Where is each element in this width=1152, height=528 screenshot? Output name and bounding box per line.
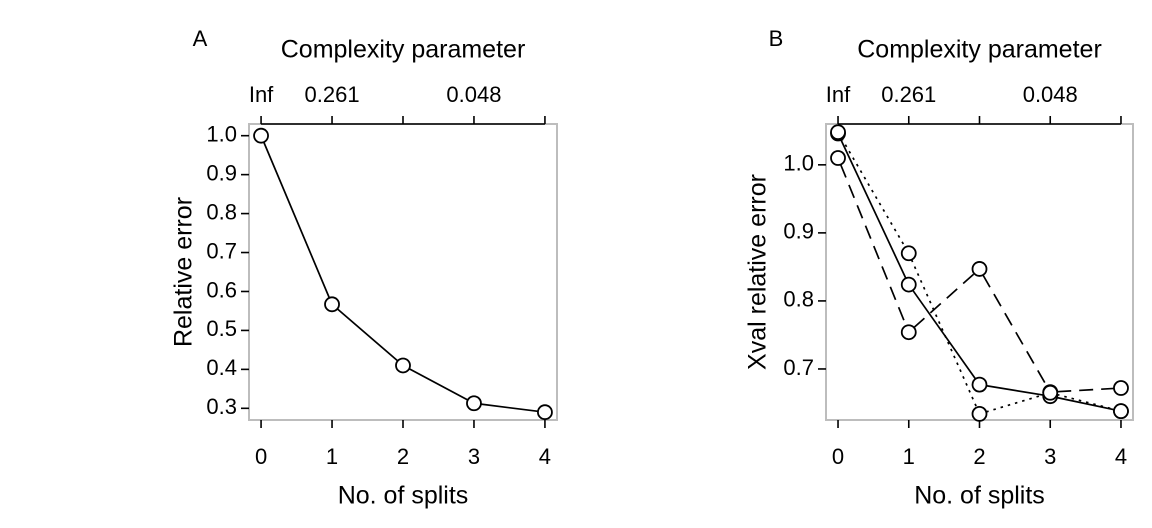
y-tick-label: 0.7 — [783, 355, 814, 380]
data-point — [537, 404, 553, 421]
top-axis-title: Complexity parameter — [857, 36, 1102, 64]
x-axis-title: No. of splits — [338, 482, 469, 510]
data-point — [830, 124, 846, 141]
top-tick-label: Inf — [826, 82, 851, 107]
series-dashed — [830, 150, 1129, 401]
y-tick-label: 0.7 — [206, 238, 237, 263]
data-point — [466, 395, 482, 412]
y-axis-title: Xval relative error — [744, 174, 772, 370]
data-point — [324, 296, 340, 313]
series-segment — [986, 384, 1044, 396]
y-tick-label: 0.5 — [206, 316, 237, 341]
data-point — [900, 245, 917, 262]
top-tick-label: 0.048 — [1023, 82, 1078, 107]
top-tick-label: 0.048 — [446, 82, 501, 107]
x-tick-label: 0 — [832, 444, 844, 469]
chart-panel-a: A Inf 0.261 0.048 Complexity parameter 0 1 2 3 4 N… — [170, 26, 558, 510]
y-tick-label: 0.9 — [783, 219, 814, 244]
series-segment — [840, 137, 906, 248]
data-point — [253, 127, 269, 144]
y-tick-label: 1.0 — [783, 151, 814, 176]
data-point — [971, 405, 988, 422]
plot-frame — [248, 123, 558, 421]
series-solid — [253, 127, 553, 421]
series-segment — [985, 393, 1044, 413]
panel-label: B — [769, 26, 784, 51]
series-dotted — [830, 124, 1129, 422]
top-tick-label: 0.261 — [305, 82, 360, 107]
chart-panel-b: B Inf 0.261 0.048 Complexity parameter 0 1 2 3 4 N… — [744, 26, 1134, 510]
top-tick-label: 0.261 — [881, 82, 936, 107]
y-tick-label: 0.6 — [206, 277, 237, 302]
y-axis-title: Relative error — [170, 197, 198, 347]
x-tick-label: 1 — [326, 444, 338, 469]
top-axis-title: Complexity parameter — [281, 36, 526, 64]
x-tick-label: 4 — [1115, 444, 1127, 469]
data-point — [1042, 384, 1059, 401]
y-tick-label: 0.8 — [783, 287, 814, 312]
series-segment — [913, 272, 975, 329]
series-segment — [408, 368, 469, 401]
x-tick-label: 1 — [903, 444, 915, 469]
data-point — [395, 357, 411, 374]
y-tick-label: 1.0 — [206, 121, 237, 146]
x-tick-label: 4 — [539, 444, 551, 469]
data-point — [1113, 380, 1129, 396]
data-point — [1113, 403, 1129, 420]
x-tick-label: 2 — [973, 444, 985, 469]
panel-label: A — [193, 26, 208, 51]
series-segment — [839, 164, 907, 327]
data-point — [900, 276, 917, 293]
series-segment — [840, 139, 907, 279]
series-segment — [262, 141, 331, 299]
data-point — [830, 150, 846, 166]
series-segment — [480, 403, 539, 413]
x-axis-title: No. of splits — [914, 482, 1045, 510]
data-point — [971, 376, 988, 393]
series-segment — [336, 308, 399, 362]
x-tick-label: 3 — [1044, 444, 1056, 469]
series-segment — [912, 289, 977, 380]
series-segment — [982, 274, 1048, 387]
series-segment — [1057, 387, 1115, 393]
x-tick-label: 2 — [397, 444, 409, 469]
data-point — [971, 261, 988, 277]
y-tick-label: 0.3 — [206, 394, 237, 419]
series-segment — [1056, 396, 1115, 411]
data-point — [900, 324, 917, 341]
x-tick-label: 3 — [468, 444, 480, 469]
y-tick-label: 0.9 — [206, 160, 237, 185]
y-tick-label: 0.8 — [206, 199, 237, 224]
y-tick-label: 0.4 — [206, 355, 237, 380]
series-segment — [1056, 393, 1115, 411]
top-tick-label: Inf — [249, 82, 274, 107]
x-tick-label: 0 — [255, 444, 267, 469]
